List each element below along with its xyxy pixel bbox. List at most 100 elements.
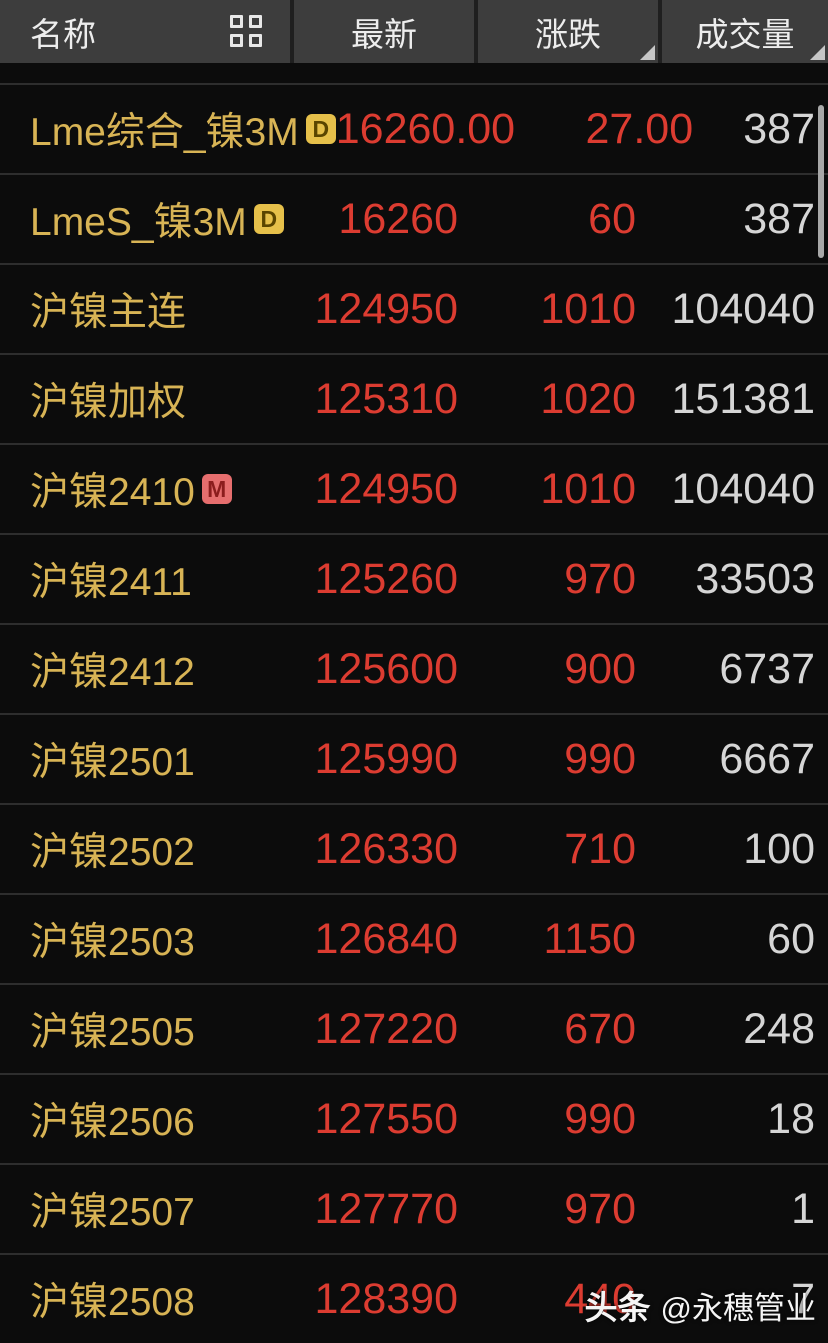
main-contract-badge: M [201, 474, 232, 504]
instrument-name-cell: 沪镍2505 [0, 1001, 290, 1057]
instrument-name-cell: 沪镍2502 [0, 821, 290, 877]
instrument-name: 沪镍2507 [30, 1191, 195, 1234]
table-row[interactable]: 沪镍2410 M 124950 1010 104040 [0, 443, 828, 533]
instrument-name-cell: 沪镍2501 [0, 731, 290, 787]
volume: 18 [767, 1094, 815, 1143]
price-change: 1150 [543, 914, 636, 963]
instrument-name: 沪镍2506 [30, 1101, 195, 1144]
table-row[interactable]: 沪镍2505 127220 670 248 [0, 983, 828, 1073]
table-row[interactable]: Lme综合_镍3M D 16260.00 27.00 387 [0, 83, 828, 173]
column-header-last-label: 最新 [351, 15, 417, 53]
volume: 1 [791, 1184, 815, 1233]
last-price: 125990 [314, 734, 459, 783]
price-change: 27.00 [585, 104, 694, 153]
price-change: 1010 [540, 464, 636, 513]
volume: 6737 [719, 644, 815, 693]
table-row[interactable]: 沪镍2502 126330 710 100 [0, 803, 828, 893]
quote-table-header: 名称 最新 涨跌 成交量 [0, 0, 828, 63]
table-row[interactable]: 沪镍2508 128390 440 7 [0, 1253, 828, 1343]
table-row[interactable]: 沪镍2503 126840 1150 60 [0, 893, 828, 983]
delayed-quote-badge: D [305, 114, 336, 144]
table-row[interactable]: 沪镍2506 127550 990 18 [0, 1073, 828, 1163]
instrument-name: 沪镍2502 [30, 831, 195, 874]
price-change: 670 [564, 1004, 636, 1053]
delayed-quote-badge: D [253, 204, 284, 234]
last-price: 124950 [314, 464, 459, 513]
table-row[interactable]: 沪镍2412 125600 900 6737 [0, 623, 828, 713]
header-gap [0, 63, 828, 83]
price-change: 990 [564, 1094, 636, 1143]
column-header-change-label: 涨跌 [535, 15, 601, 53]
price-change: 1010 [540, 284, 636, 333]
instrument-name-cell: 沪镍2506 [0, 1091, 290, 1147]
table-row[interactable]: 沪镍主连 124950 1010 104040 [0, 263, 828, 353]
sort-indicator-icon [640, 45, 655, 60]
instrument-name-cell: Lme综合_镍3M D [0, 101, 336, 157]
table-row[interactable]: 沪镍2501 125990 990 6667 [0, 713, 828, 803]
column-header-volume-label: 成交量 [695, 15, 795, 53]
instrument-name-cell: 沪镍2503 [0, 911, 290, 967]
instrument-name-cell: 沪镍2410 M [0, 461, 290, 517]
grid-view-icon[interactable] [230, 14, 264, 49]
last-price: 125310 [314, 374, 459, 423]
last-price: 127770 [314, 1184, 459, 1233]
volume: 151381 [671, 374, 816, 423]
volume: 387 [743, 194, 815, 243]
instrument-name: 沪镍主连 [30, 291, 187, 334]
price-change: 970 [564, 1184, 636, 1233]
volume: 387 [743, 104, 815, 153]
last-price: 127220 [314, 1004, 459, 1053]
instrument-name-cell: 沪镍2411 [0, 551, 290, 607]
column-header-change[interactable]: 涨跌 [474, 0, 658, 63]
price-change: 900 [564, 644, 636, 693]
column-header-last[interactable]: 最新 [290, 0, 474, 63]
price-change: 990 [564, 734, 636, 783]
column-header-name[interactable]: 名称 [0, 0, 290, 63]
quote-table-body: Lme综合_镍3M D 16260.00 27.00 387 LmeS_镍3M D 16260… [0, 83, 828, 1343]
last-price: 16260.00 [335, 104, 516, 153]
last-price: 125260 [314, 554, 459, 603]
sort-indicator-icon [810, 45, 825, 60]
price-change: 710 [564, 824, 636, 873]
instrument-name: 沪镍2410 [30, 471, 195, 514]
instrument-name: 沪镍2505 [30, 1011, 195, 1054]
last-price: 126330 [314, 824, 459, 873]
column-header-name-label: 名称 [30, 15, 96, 53]
last-price: 128390 [314, 1274, 459, 1323]
instrument-name-cell: 沪镍2508 [0, 1271, 290, 1327]
instrument-name: 沪镍2412 [30, 651, 195, 694]
instrument-name: 沪镍2508 [30, 1281, 195, 1324]
volume: 248 [743, 1004, 815, 1053]
volume: 6667 [719, 734, 815, 783]
column-header-volume[interactable]: 成交量 [658, 0, 828, 63]
price-change: 970 [564, 554, 636, 603]
instrument-name-cell: 沪镍主连 [0, 281, 290, 337]
price-change: 440 [564, 1274, 636, 1323]
volume: 7 [791, 1274, 815, 1323]
last-price: 127550 [314, 1094, 459, 1143]
last-price: 124950 [314, 284, 459, 333]
table-row[interactable]: 沪镍加权 125310 1020 151381 [0, 353, 828, 443]
scrollbar-thumb[interactable] [818, 105, 824, 258]
table-row[interactable]: 沪镍2507 127770 970 1 [0, 1163, 828, 1253]
last-price: 16260 [338, 194, 458, 243]
instrument-name-cell: LmeS_镍3M D [0, 191, 290, 247]
watermark-handle: @永穗管业 [660, 1290, 816, 1326]
last-price: 126840 [314, 914, 459, 963]
price-change: 60 [588, 194, 636, 243]
price-change: 1020 [540, 374, 636, 423]
instrument-name: 沪镍2501 [30, 741, 195, 784]
last-price: 125600 [314, 644, 459, 693]
volume: 104040 [671, 464, 816, 513]
instrument-name: 沪镍加权 [30, 381, 187, 424]
volume: 60 [767, 914, 815, 963]
table-row[interactable]: 沪镍2411 125260 970 33503 [0, 533, 828, 623]
instrument-name: Lme综合_镍3M [30, 111, 299, 154]
volume: 104040 [671, 284, 816, 333]
instrument-name-cell: 沪镍加权 [0, 371, 290, 427]
table-row[interactable]: LmeS_镍3M D 16260 60 387 [0, 173, 828, 263]
instrument-name-cell: 沪镍2412 [0, 641, 290, 697]
volume: 100 [743, 824, 815, 873]
volume: 33503 [695, 554, 815, 603]
watermark-brand: 头条 [584, 1289, 651, 1326]
